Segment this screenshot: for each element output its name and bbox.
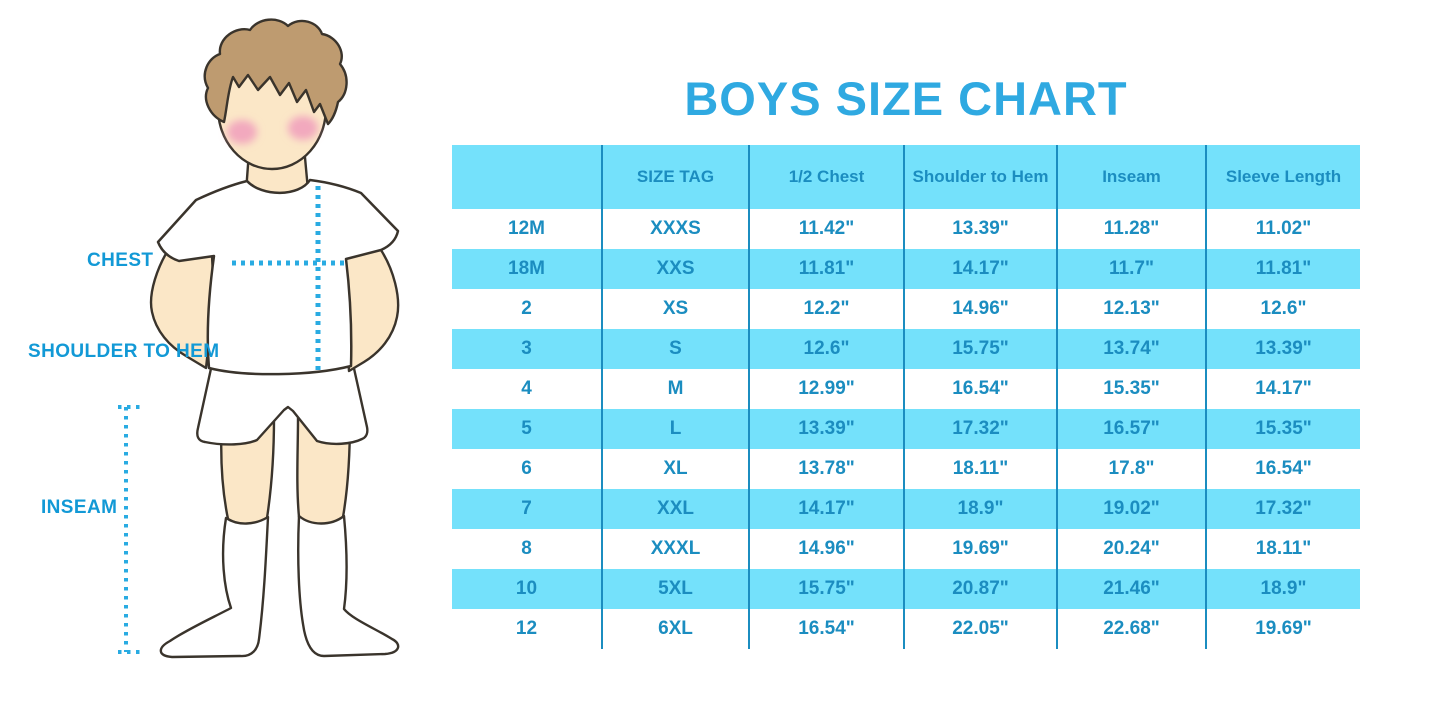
table-row: 18M XXS 11.81" 14.17" 11.7" 11.81"	[452, 249, 1360, 289]
cell: 14.17"	[905, 249, 1058, 289]
socks	[159, 514, 400, 659]
cell: 12.6"	[750, 329, 905, 369]
cell: 19.69"	[1207, 609, 1360, 649]
cell: XS	[603, 289, 750, 329]
cell: 5XL	[603, 569, 750, 609]
cell: 18.9"	[905, 489, 1058, 529]
cell: 15.75"	[750, 569, 905, 609]
row-size: 6	[452, 449, 603, 489]
cell: XXL	[603, 489, 750, 529]
cell: 14.17"	[1207, 369, 1360, 409]
row-size: 3	[452, 329, 603, 369]
cell: 15.35"	[1058, 369, 1207, 409]
cell: 18.9"	[1207, 569, 1360, 609]
cell: L	[603, 409, 750, 449]
cell: 12.13"	[1058, 289, 1207, 329]
shoulder-to-hem-label: SHOULDER TO HEM	[28, 341, 220, 362]
column-header: 1/2 Chest	[750, 145, 905, 209]
figure-panel: CHEST SHOULDER TO HEM INSEAM	[0, 0, 450, 723]
cell: 16.54"	[1207, 449, 1360, 489]
cell: XXS	[603, 249, 750, 289]
cell: 18.11"	[1207, 529, 1360, 569]
cell: 12.2"	[750, 289, 905, 329]
table-row: 3 S 12.6" 15.75" 13.74" 13.39"	[452, 329, 1360, 369]
table-row: 12 6XL 16.54" 22.05" 22.68" 19.69"	[452, 609, 1360, 649]
cell: 15.35"	[1207, 409, 1360, 449]
cell: XXXS	[603, 209, 750, 249]
cell: 19.69"	[905, 529, 1058, 569]
cell: 18.11"	[905, 449, 1058, 489]
column-header: Sleeve Length	[1207, 145, 1360, 209]
size-table: SIZE TAG 1/2 Chest Shoulder to Hem Inseam Sl…	[452, 145, 1360, 649]
inseam-label: INSEAM	[41, 497, 118, 518]
table-row: 8 XXXL 14.96" 19.69" 20.24" 18.11"	[452, 529, 1360, 569]
shorts	[196, 362, 369, 446]
cell: S	[603, 329, 750, 369]
table-row: 5 L 13.39" 17.32" 16.57" 15.35"	[452, 409, 1360, 449]
cell: 17.32"	[1207, 489, 1360, 529]
cell: 12.99"	[750, 369, 905, 409]
cell: 13.39"	[905, 209, 1058, 249]
cell: 16.54"	[905, 369, 1058, 409]
row-size: 4	[452, 369, 603, 409]
cell: 13.39"	[1207, 329, 1360, 369]
cell: XL	[603, 449, 750, 489]
cell: 20.87"	[905, 569, 1058, 609]
cell: 11.28"	[1058, 209, 1207, 249]
cell: 11.81"	[1207, 249, 1360, 289]
table-row: 6 XL 13.78" 18.11" 17.8" 16.54"	[452, 449, 1360, 489]
cell: 13.74"	[1058, 329, 1207, 369]
cell: 11.42"	[750, 209, 905, 249]
chest-label: CHEST	[87, 250, 154, 271]
row-size: 5	[452, 409, 603, 449]
column-header: Shoulder to Hem	[905, 145, 1058, 209]
cell: 17.8"	[1058, 449, 1207, 489]
row-size: 12	[452, 609, 603, 649]
inseam-measure-line	[118, 405, 141, 654]
cell: 22.05"	[905, 609, 1058, 649]
row-size: 7	[452, 489, 603, 529]
row-size: 8	[452, 529, 603, 569]
cheeks	[227, 116, 318, 144]
column-header: SIZE TAG	[603, 145, 750, 209]
column-header	[452, 145, 603, 209]
cell: 14.96"	[905, 289, 1058, 329]
column-header: Inseam	[1058, 145, 1207, 209]
table-row: 10 5XL 15.75" 20.87" 21.46" 18.9"	[452, 569, 1360, 609]
cell: 14.96"	[750, 529, 905, 569]
table-row: 2 XS 12.2" 14.96" 12.13" 12.6"	[452, 289, 1360, 329]
boy-figure	[118, 18, 400, 659]
cell: 11.7"	[1058, 249, 1207, 289]
cell: 13.39"	[750, 409, 905, 449]
page-title: BOYS SIZE CHART	[684, 72, 1128, 126]
arms	[149, 242, 400, 373]
row-size: 18M	[452, 249, 603, 289]
cell: 15.75"	[905, 329, 1058, 369]
cell: 16.54"	[750, 609, 905, 649]
cell: 16.57"	[1058, 409, 1207, 449]
table-row: 12M XXXS 11.42" 13.39" 11.28" 11.02"	[452, 209, 1360, 249]
row-size: 12M	[452, 209, 603, 249]
cell: 6XL	[603, 609, 750, 649]
cell: 19.02"	[1058, 489, 1207, 529]
cell: 21.46"	[1058, 569, 1207, 609]
table-row: 7 XXL 14.17" 18.9" 19.02" 17.32"	[452, 489, 1360, 529]
cell: 13.78"	[750, 449, 905, 489]
cell: 14.17"	[750, 489, 905, 529]
table-row: 4 M 12.99" 16.54" 15.35" 14.17"	[452, 369, 1360, 409]
cell: 17.32"	[905, 409, 1058, 449]
cell: 22.68"	[1058, 609, 1207, 649]
cell: 11.81"	[750, 249, 905, 289]
cell: 11.02"	[1207, 209, 1360, 249]
cell: XXXL	[603, 529, 750, 569]
t-shirt	[156, 178, 400, 376]
table-header-row: SIZE TAG 1/2 Chest Shoulder to Hem Inseam Sl…	[452, 145, 1360, 209]
row-size: 2	[452, 289, 603, 329]
cell: M	[603, 369, 750, 409]
cell: 12.6"	[1207, 289, 1360, 329]
row-size: 10	[452, 569, 603, 609]
cell: 20.24"	[1058, 529, 1207, 569]
hair	[203, 18, 348, 126]
